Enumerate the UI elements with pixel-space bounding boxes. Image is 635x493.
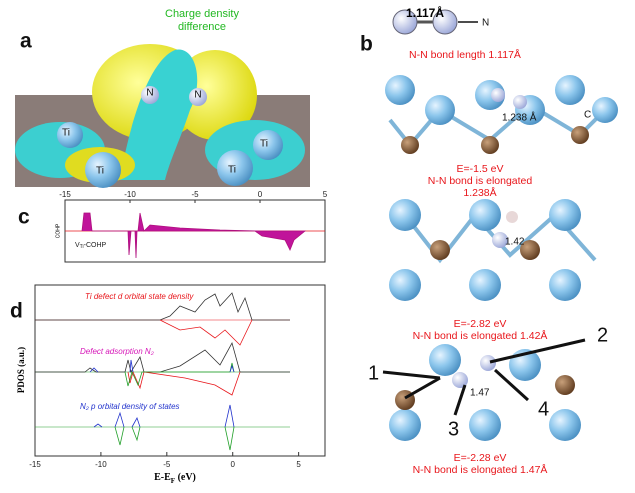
caption: 1.238Å [463, 186, 496, 199]
plot-frame [34, 284, 326, 457]
x-tick-label: -5 [163, 460, 171, 469]
atom-label: N [482, 18, 489, 29]
panel-b: b 1.117Å N N-N bond length 1.117Å C 1.23… [360, 5, 618, 476]
atom-label: Ti [260, 139, 268, 150]
x-tick-label: -5 [191, 190, 199, 199]
arrow-number: 1 [368, 362, 379, 384]
dos-curve [159, 319, 253, 346]
panel-c: c COHP VTi-COHP -15 -10 -5 0 5 [18, 190, 328, 263]
bond-length: 1.238 Å [502, 111, 537, 124]
cohp-curve [81, 212, 307, 259]
caption: E=-2.82 eV [454, 318, 507, 330]
x-tick-label: 0 [258, 190, 263, 199]
dos-curve [93, 404, 235, 428]
bond-length: 1.117Å [406, 5, 444, 20]
dos-curve [114, 426, 235, 451]
panel-letter: d [10, 300, 23, 323]
caption: N-N bond is elongated [428, 175, 533, 187]
title: Charge density difference [165, 8, 239, 33]
dos-curve [35, 341, 290, 374]
atom [432, 9, 458, 35]
atom [253, 130, 283, 160]
x-tick-label: 0 [231, 460, 236, 469]
caption: E=-1.5 eV [457, 163, 504, 175]
x-tick-label: -10 [95, 460, 107, 469]
structure-3: 1.47 [382, 338, 586, 441]
atom-label: Ti [228, 165, 236, 176]
title-line: Charge density [165, 8, 239, 20]
y-label: PDOS (a.u.) [16, 347, 26, 393]
caption: N-N bond is elongated 1.47Å [413, 463, 548, 476]
atom-label: N [194, 90, 201, 101]
panel-letter: b [360, 33, 373, 56]
x-tick-label: -15 [29, 460, 41, 469]
arrow-number: 3 [448, 418, 459, 440]
x-tick-label: 5 [323, 190, 328, 199]
x-tick-label: -10 [124, 190, 136, 199]
arrow-number: 4 [538, 398, 549, 420]
x-tick-label: -15 [59, 190, 71, 199]
arrow-number: 2 [597, 324, 608, 346]
legend-text: N₂ p orbital density of states [80, 402, 180, 411]
x-label: E-EF (eV) [154, 472, 196, 484]
panel-a: a Charge density difference N N Ti Ti Ti … [15, 8, 310, 188]
bond-length: 1.47 [470, 388, 490, 399]
atom [57, 122, 83, 148]
panel-letter: a [20, 30, 32, 53]
x-tick-label: 5 [296, 460, 301, 469]
series-label: VTi-COHP [75, 242, 107, 250]
panel-d: d Ti defect d orbital state density Defe… [10, 284, 326, 485]
bond-length: 1.42 [505, 237, 525, 248]
atom [392, 9, 418, 35]
atom-label: N [146, 88, 153, 99]
legend-text: Defect adsorption N₂ [80, 347, 154, 356]
atom [141, 86, 159, 104]
atom [189, 88, 207, 106]
atom [85, 152, 121, 188]
atom [217, 150, 253, 186]
dos-curve [35, 292, 290, 321]
caption: N-N bond length 1.117Å [409, 48, 521, 61]
dos-curve [127, 370, 241, 396]
dos-curve [89, 359, 235, 373]
caption: N-N bond is elongated 1.42Å [413, 329, 548, 342]
y-label: COHP [55, 223, 61, 238]
lobe [120, 49, 198, 180]
title-line: difference [178, 21, 226, 33]
legend-text: Ti defect d orbital state density [85, 292, 194, 301]
atom-label: Ti [96, 166, 104, 177]
atom-label: C [584, 110, 591, 121]
structure-2: 1.42 [389, 199, 597, 301]
dos-curve [124, 362, 235, 387]
panel-letter: c [18, 206, 30, 229]
structure-1: C 1.238 Å [385, 75, 618, 154]
caption: E=-2.28 eV [454, 452, 507, 464]
atom-label: Ti [62, 128, 70, 139]
